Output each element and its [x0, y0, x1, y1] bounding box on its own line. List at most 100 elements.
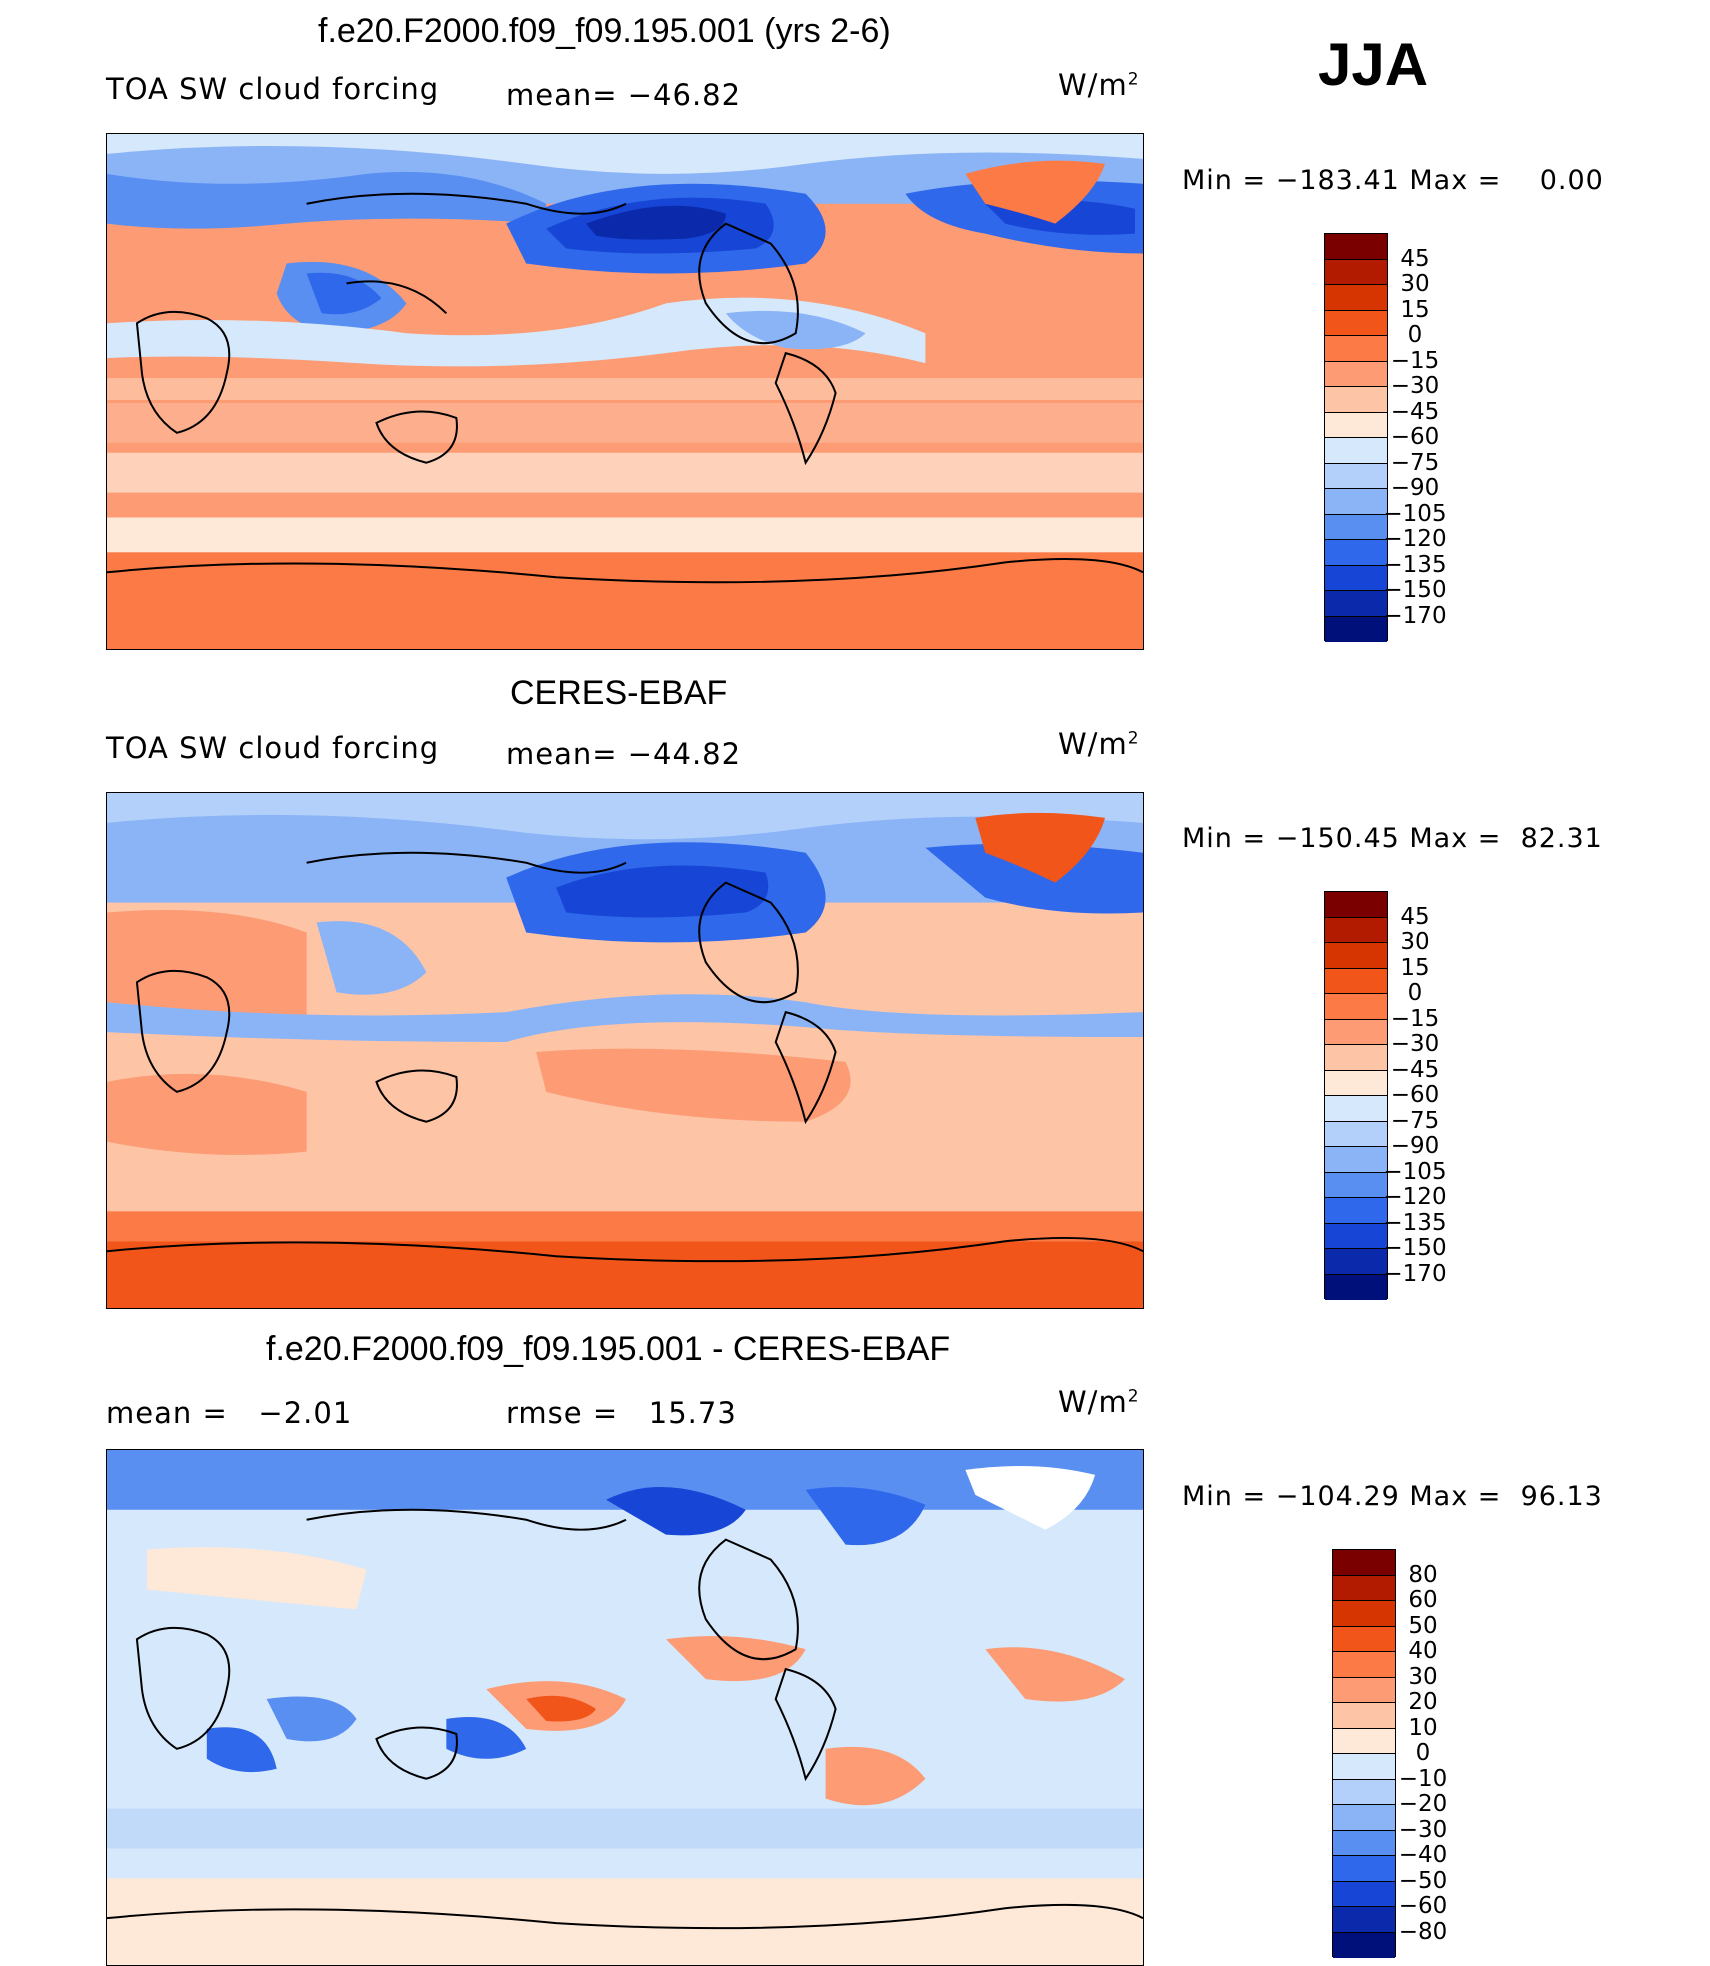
- colorbar-swatch: [1325, 234, 1387, 260]
- panel2-map: [106, 792, 1144, 1309]
- colorbar-swatch: [1333, 1575, 1395, 1601]
- colorbar-swatch: [1333, 1550, 1395, 1576]
- panel2-title: CERES-EBAF: [510, 674, 728, 712]
- colorbar-tick-label: −105: [1383, 500, 1447, 527]
- colorbar-swatch: [1325, 1223, 1387, 1249]
- colorbar-tick-label: −170: [1383, 602, 1447, 629]
- panel3-mean: mean = −2.01: [106, 1396, 353, 1430]
- colorbar-swatch: [1325, 892, 1387, 918]
- colorbar-tick-label: 30: [1400, 929, 1430, 955]
- colorbar-swatch: [1325, 968, 1387, 994]
- colorbar-tick-label: −150: [1383, 1235, 1447, 1261]
- colorbar-swatch: [1333, 1779, 1395, 1805]
- colorbar-tick-label: −60: [1390, 1082, 1440, 1108]
- colorbar-swatch: [1333, 1626, 1395, 1652]
- colorbar-swatch: [1333, 1932, 1395, 1958]
- colorbar-swatch: [1333, 1856, 1395, 1882]
- colorbar-swatch: [1325, 943, 1387, 969]
- colorbar-tick-label: 50: [1408, 1612, 1438, 1639]
- panel2-units: W/m2: [1058, 727, 1140, 761]
- colorbar-tick-label: −15: [1390, 347, 1440, 374]
- colorbar-swatch: [1325, 310, 1387, 336]
- colorbar-tick-label: −15: [1390, 1005, 1440, 1032]
- colorbar-tick-label: −30: [1390, 1031, 1440, 1057]
- colorbar-swatch: [1333, 1830, 1395, 1856]
- colorbar-tick-label: 0: [1415, 1740, 1431, 1766]
- colorbar-swatch: [1325, 361, 1387, 387]
- colorbar-tick-label: −20: [1398, 1791, 1448, 1817]
- colorbar-tick-label: −150: [1383, 577, 1447, 603]
- colorbar-tick-label: 20: [1408, 1689, 1438, 1715]
- colorbar-tick-label: −30: [1390, 373, 1440, 399]
- colorbar-swatch: [1325, 1096, 1387, 1122]
- colorbar-tick-label: 30: [1400, 271, 1430, 297]
- colorbar-swatch: [1325, 489, 1387, 515]
- colorbar-tick-label: −10: [1398, 1765, 1448, 1792]
- colorbar-tick-label: 10: [1408, 1714, 1438, 1741]
- colorbar-tick-label: 0: [1407, 980, 1423, 1006]
- colorbar-tick-label: −60: [1398, 1893, 1448, 1919]
- panel1-minmax: Min = −183.41 Max = 0.00: [1182, 165, 1604, 196]
- panel2-minmax: Min = −150.45 Max = 82.31: [1182, 823, 1603, 854]
- colorbar-swatch: [1325, 463, 1387, 489]
- colorbar-swatch: [1325, 412, 1387, 438]
- colorbar-tick-label: −40: [1398, 1842, 1448, 1868]
- panel3-units: W/m2: [1058, 1385, 1140, 1419]
- panel2-colorbar: [1324, 891, 1388, 1300]
- colorbar-tick-label: 0: [1407, 322, 1423, 348]
- colorbar-swatch: [1325, 285, 1387, 311]
- season-label: JJA: [1318, 31, 1429, 98]
- colorbar-swatch: [1325, 1249, 1387, 1275]
- colorbar-swatch: [1333, 1652, 1395, 1678]
- colorbar-tick-label: 60: [1408, 1587, 1438, 1613]
- colorbar-swatch: [1333, 1601, 1395, 1627]
- colorbar-swatch: [1333, 1805, 1395, 1831]
- colorbar-swatch: [1325, 336, 1387, 362]
- colorbar-tick-label: 15: [1400, 296, 1430, 323]
- colorbar-swatch: [1325, 540, 1387, 566]
- panel2-mean: mean= −44.82: [506, 737, 742, 771]
- colorbar-tick-label: 80: [1408, 1561, 1438, 1588]
- colorbar-swatch: [1325, 616, 1387, 642]
- colorbar-swatch: [1325, 514, 1387, 540]
- colorbar-tick-label: −45: [1390, 398, 1440, 425]
- colorbar-tick-label: −105: [1383, 1158, 1447, 1185]
- colorbar-swatch: [1333, 1881, 1395, 1907]
- colorbar-tick-label: −90: [1390, 1133, 1440, 1159]
- colorbar-tick-label: 30: [1408, 1663, 1438, 1690]
- colorbar-tick-label: −120: [1383, 526, 1447, 552]
- panel1-variable-label: TOA SW cloud forcing: [106, 72, 440, 106]
- colorbar-tick-label: 45: [1400, 903, 1430, 930]
- colorbar-tick-label: −135: [1383, 551, 1447, 578]
- colorbar-tick-label: −80: [1398, 1918, 1448, 1945]
- colorbar-swatch: [1333, 1907, 1395, 1933]
- panel2-variable-label: TOA SW cloud forcing: [106, 731, 440, 765]
- panel1-mean: mean= −46.82: [506, 78, 742, 112]
- colorbar-tick-label: 15: [1400, 954, 1430, 981]
- colorbar-tick-label: 45: [1400, 245, 1430, 272]
- colorbar-swatch: [1325, 259, 1387, 285]
- colorbar-swatch: [1325, 1274, 1387, 1300]
- colorbar-tick-label: −135: [1383, 1209, 1447, 1236]
- colorbar-swatch: [1325, 1147, 1387, 1173]
- colorbar-swatch: [1325, 1045, 1387, 1071]
- panel3-map: [106, 1449, 1144, 1966]
- colorbar-swatch: [1325, 1172, 1387, 1198]
- panel3-rmse: rmse = 15.73: [506, 1396, 737, 1430]
- colorbar-swatch: [1325, 1121, 1387, 1147]
- panel3-title: f.e20.F2000.f09_f09.195.001 - CERES-EBAF: [266, 1330, 951, 1368]
- colorbar-swatch: [1325, 917, 1387, 943]
- colorbar-tick-label: 40: [1408, 1638, 1438, 1664]
- panel3-minmax: Min = −104.29 Max = 96.13: [1182, 1481, 1603, 1512]
- colorbar-swatch: [1325, 438, 1387, 464]
- colorbar-tick-label: −90: [1390, 475, 1440, 501]
- colorbar-swatch: [1325, 1198, 1387, 1224]
- colorbar-tick-label: −75: [1390, 449, 1440, 476]
- colorbar-swatch: [1333, 1703, 1395, 1729]
- colorbar-tick-label: −75: [1390, 1107, 1440, 1134]
- colorbar-tick-label: −170: [1383, 1260, 1447, 1287]
- panel1-colorbar: [1324, 233, 1388, 642]
- colorbar-swatch: [1325, 994, 1387, 1020]
- colorbar-swatch: [1333, 1677, 1395, 1703]
- colorbar-tick-label: −50: [1398, 1867, 1448, 1894]
